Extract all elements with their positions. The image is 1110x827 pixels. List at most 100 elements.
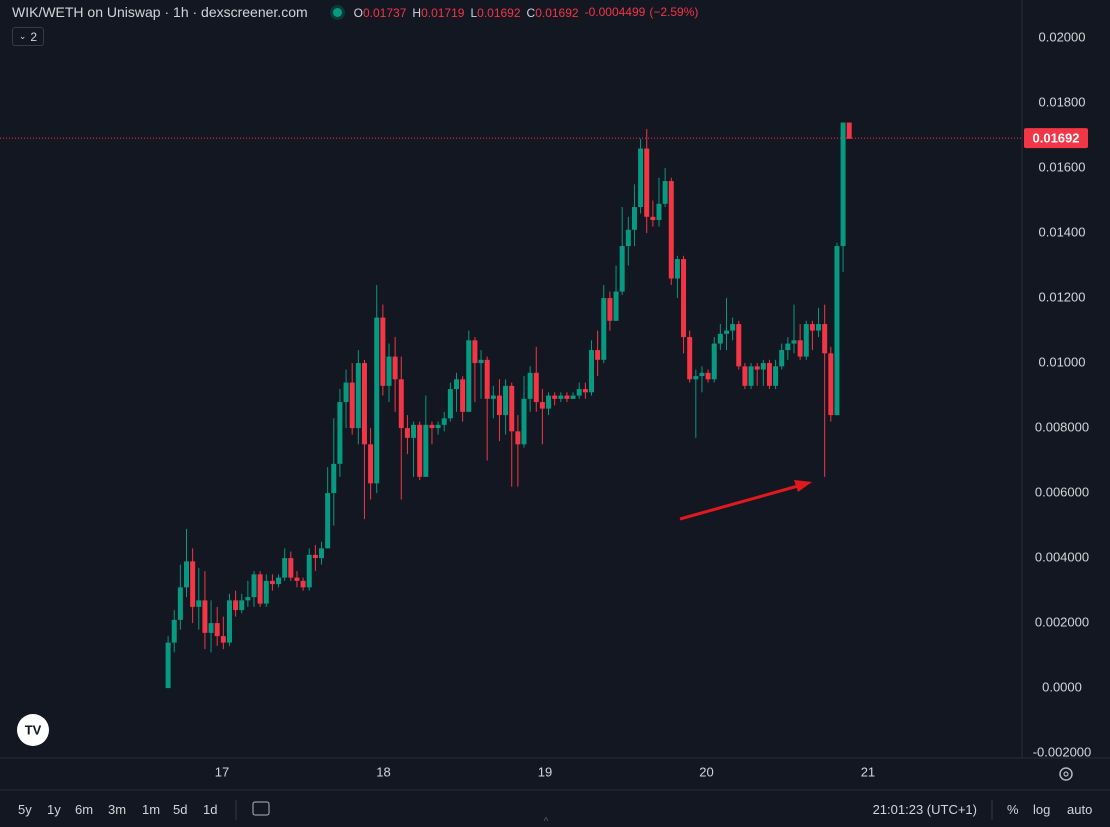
candle-body [742, 366, 748, 386]
candle-body [245, 597, 251, 601]
candle-body [233, 600, 239, 611]
change: -0.0004499 [584, 5, 646, 19]
y-tick-label: 0.006000 [1035, 485, 1089, 500]
candle-body [828, 353, 834, 416]
period-button[interactable]: 1y [47, 802, 61, 817]
candle-body [208, 623, 214, 633]
candle-body [693, 376, 699, 380]
toolbar: 5y 1y 6m 3m 1m 5d 1d 21:01:23 (UTC+1)% log auto [0, 791, 1110, 827]
candle-body [466, 340, 472, 412]
candle-body [490, 395, 496, 399]
candle-body [601, 298, 607, 360]
candle-body [521, 398, 527, 445]
candle-body [730, 324, 736, 331]
candle-body [460, 379, 466, 412]
y-tick-label: 0.01800 [1039, 94, 1086, 109]
y-tick-label: 0.01000 [1039, 355, 1086, 370]
candle-body [319, 548, 325, 559]
candle-body [631, 207, 637, 230]
candle-body [668, 181, 674, 279]
ohlc-value: 0.01737 [363, 6, 407, 20]
candle-body [570, 395, 576, 399]
candle-body [834, 246, 840, 416]
settings-icon[interactable] [1059, 767, 1073, 781]
scale-button[interactable]: log [1033, 802, 1051, 817]
header: WIK/WETH on Uniswap · 1h · dexscreener.c… [12, 4, 704, 20]
svg-text:TV: TV [25, 722, 42, 737]
candle-body [705, 372, 711, 380]
indicator-count: 2 [30, 29, 38, 44]
candle-body [239, 600, 245, 611]
y-tick-label: 0.01600 [1039, 159, 1086, 174]
candle-body [404, 428, 410, 438]
candle-body [711, 343, 717, 380]
candle-body [276, 577, 282, 585]
scale-button[interactable]: % [1007, 802, 1019, 817]
x-tick-label: 17 [215, 764, 229, 779]
candle-body [484, 359, 490, 399]
candle-body [760, 363, 766, 370]
candle-body [417, 424, 423, 477]
candle-body [754, 366, 760, 370]
candle-body [380, 317, 386, 386]
candle-body [312, 554, 318, 559]
ohlc-key: H [412, 6, 422, 20]
candle-body [361, 363, 367, 445]
period-button[interactable]: 6m [75, 802, 94, 817]
candle-body [773, 366, 779, 386]
period-button[interactable]: 5y [18, 802, 32, 817]
candle-body [184, 561, 190, 588]
candle-body [288, 558, 294, 578]
candle-body [177, 587, 183, 620]
x-tick-label: 20 [699, 764, 713, 779]
candle-body [687, 337, 693, 380]
candle-body [257, 574, 263, 604]
candle-body [717, 333, 723, 344]
period-button[interactable]: 5d [173, 802, 188, 817]
candle-body [398, 379, 404, 429]
ohlc-value: 0.01692 [535, 6, 579, 20]
candle-body [613, 291, 619, 321]
period-button[interactable]: 3m [108, 802, 127, 817]
candle-body [552, 395, 558, 399]
candle-body [478, 359, 484, 364]
candle-body [766, 363, 772, 386]
candle-body [791, 340, 797, 344]
scale-button[interactable]: auto [1067, 802, 1093, 817]
candle-body [374, 317, 380, 484]
candle-body [496, 395, 502, 416]
candle-body [822, 324, 828, 354]
compare-icon[interactable] [252, 801, 270, 816]
candle-body [386, 356, 392, 386]
candle-body [644, 148, 650, 217]
period-button[interactable]: 1m [142, 802, 161, 817]
candle-body [269, 580, 275, 585]
candle-body [595, 350, 601, 360]
candle-body [674, 259, 680, 279]
candle-body [582, 389, 588, 393]
candle-body [214, 623, 220, 637]
clock: 21:01:23 (UTC+1) [872, 802, 977, 817]
ohlc-key: O [353, 6, 363, 20]
candle-body [846, 122, 852, 139]
period-button[interactable]: 1d [203, 802, 218, 817]
candle-body [423, 424, 429, 477]
y-tick-label: 0.002000 [1035, 615, 1089, 630]
candle-body [165, 642, 171, 689]
ohlc-key: L [470, 6, 478, 20]
candle-body [840, 122, 846, 247]
candle-body [306, 554, 312, 588]
change-percent: (−2.59%) [649, 5, 699, 19]
candle-body [564, 395, 570, 399]
candle-body [785, 343, 791, 351]
candle-body [656, 203, 662, 221]
tv-logo[interactable]: TV [17, 714, 49, 746]
indicator-toggle[interactable]: ⌄ 2 [12, 27, 44, 46]
candle-body [429, 424, 435, 429]
candle-body [619, 246, 625, 292]
candle-body [699, 372, 705, 377]
candle-body [355, 363, 361, 429]
candle-body [454, 379, 460, 390]
candle-body [263, 580, 269, 604]
